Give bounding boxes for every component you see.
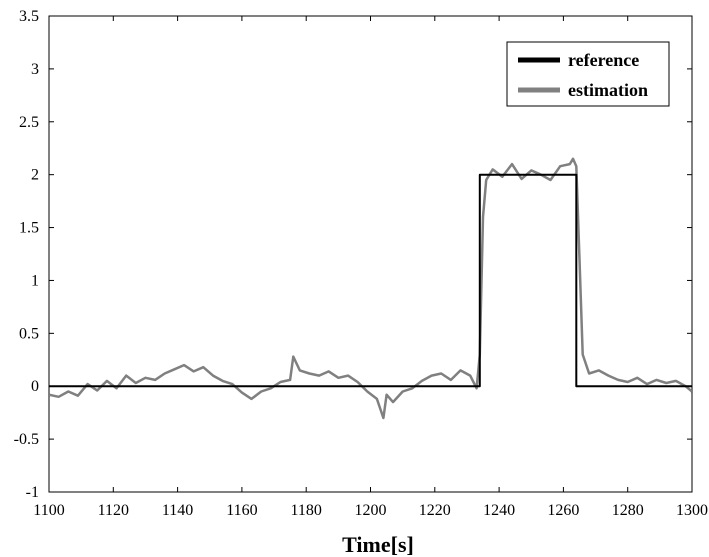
x-tick-label: 1240: [483, 502, 515, 519]
series-line-reference: [49, 173, 692, 388]
y-tick-label: 1: [31, 272, 39, 289]
y-tick-label: 3: [31, 61, 39, 78]
x-tick-label: 1260: [547, 502, 579, 519]
y-tick-label: 1.5: [19, 220, 39, 237]
legend-box: [506, 41, 670, 107]
x-tick-label: 1280: [612, 502, 644, 519]
y-tick-label: -1: [26, 484, 39, 501]
series-line-estimation: [49, 157, 692, 420]
legend-label-reference: reference: [568, 50, 639, 70]
y-tick-label: 0.5: [19, 325, 39, 342]
x-tick-label: 1300: [676, 502, 708, 519]
x-tick-label: 1100: [33, 502, 64, 519]
y-tick-label: 3.5: [19, 8, 39, 25]
y-tick-label: 0: [31, 378, 39, 395]
x-tick-label: 1120: [98, 502, 129, 519]
x-tick-label: 1180: [290, 502, 321, 519]
x-tick-label: 1160: [226, 502, 257, 519]
x-tick-label: 1200: [355, 502, 387, 519]
x-tick-label: 1140: [162, 502, 193, 519]
legend: reference estimation: [506, 41, 670, 107]
legend-label-estimation: estimation: [568, 80, 648, 100]
x-tick-label: 1220: [419, 502, 451, 519]
y-tick-label: 2: [31, 167, 39, 184]
x-axis-label: Time[s]: [342, 532, 414, 557]
y-tick-label: -0.5: [14, 431, 39, 448]
y-tick-label: 2.5: [19, 114, 39, 131]
